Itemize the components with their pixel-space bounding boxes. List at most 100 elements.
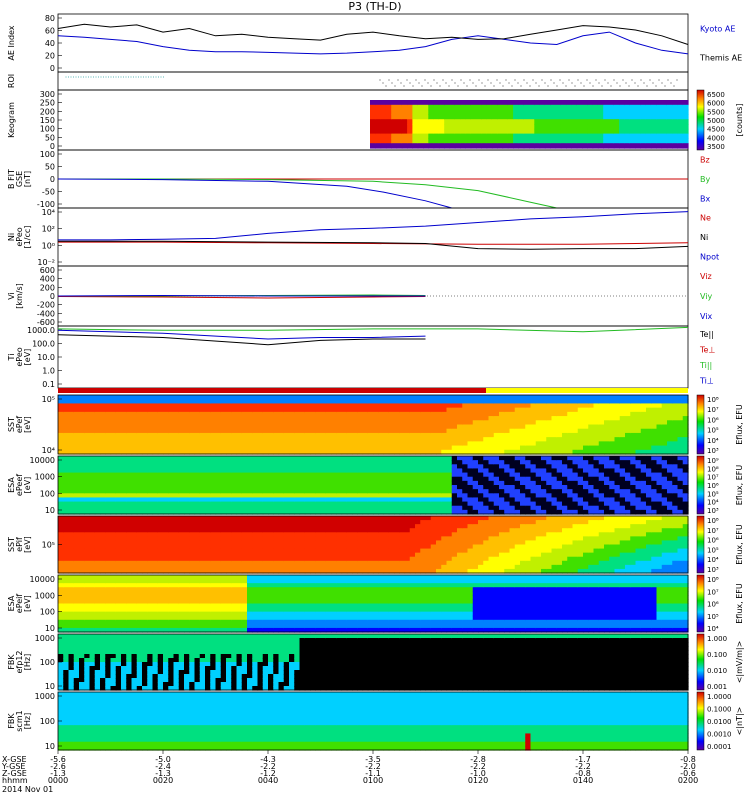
sst-i-cell: [116, 565, 122, 570]
roi-dot: [467, 86, 468, 87]
sst-e-cell: [541, 425, 547, 430]
sst-e-cell: [436, 437, 442, 442]
sst-e-cell: [573, 403, 579, 408]
esa-e-cell: [226, 464, 232, 469]
esa-e-cell: [242, 485, 248, 490]
sst-i-cell: [231, 545, 237, 550]
sst-i-cell: [116, 536, 122, 541]
sst-i-cell: [258, 557, 264, 562]
sst-e-cell: [84, 399, 90, 404]
sst-i-cell: [258, 524, 264, 529]
esa-e-cell: [384, 460, 390, 465]
esa-e-cell: [573, 464, 579, 469]
sst-i-cell: [247, 532, 253, 537]
esa-e-cell: [641, 485, 647, 490]
sst-e-cell: [231, 433, 237, 438]
esa-e-cell: [420, 485, 426, 490]
keogram-cell: [397, 105, 403, 110]
sst-i-cell: [63, 561, 69, 566]
esa-e-cell: [100, 502, 106, 507]
sst-e-cell: [63, 441, 69, 446]
sst-e-cell: [562, 408, 568, 413]
esa-e-cell: [657, 460, 663, 465]
roi-dot: [545, 83, 546, 84]
esa-e-cell: [363, 473, 369, 478]
sst-e-cell: [536, 416, 542, 421]
sst-e-cell: [636, 403, 642, 408]
sst-e-cell: [483, 441, 489, 446]
sst-e-cell: [153, 446, 159, 451]
esa-e-cell: [289, 506, 295, 511]
sst-i-cell: [121, 536, 127, 541]
sst-e-cell: [63, 416, 69, 421]
keogram-cell: [434, 129, 440, 134]
keogram-cell: [465, 143, 471, 148]
esa-e-cell: [431, 464, 437, 469]
esa-e-cell: [594, 506, 600, 511]
sst-e-cell: [609, 412, 615, 417]
sst-i-cell: [153, 520, 159, 525]
sst-e-cell: [331, 408, 337, 413]
figure-title: P3 (TH-D): [348, 0, 401, 13]
keogram-cell: [582, 105, 588, 110]
sst-i-cell: [69, 553, 75, 558]
sst-e-cell: [258, 446, 264, 451]
esa-e-cell: [615, 493, 621, 498]
esa-e-cell: [515, 485, 521, 490]
sst-e-cell: [263, 395, 269, 400]
sst-e-cell: [667, 429, 673, 434]
sst-i-cell: [174, 545, 180, 550]
sst-e-cell: [216, 403, 222, 408]
esa-e-cell: [452, 502, 458, 507]
esa-e-cell: [431, 489, 437, 494]
sst-e-cell: [384, 399, 390, 404]
keogram-cell: [656, 134, 662, 139]
roi-dot: [650, 80, 651, 81]
sst-e-cell: [594, 433, 600, 438]
esa-e-cell: [226, 485, 232, 490]
sst-e-cell: [205, 437, 211, 442]
esa-e-cell: [436, 468, 442, 473]
keogram-cell: [402, 105, 408, 110]
esa-e-cell: [147, 460, 153, 465]
sst-e-cell: [373, 399, 379, 404]
sst-e-cell: [609, 433, 615, 438]
sst-e-cell: [441, 403, 447, 408]
sst-e-cell: [415, 429, 421, 434]
esa-e-cell: [368, 473, 374, 478]
esa-e-cell: [336, 485, 342, 490]
esa-e-cell: [636, 481, 642, 486]
sst-e-cell: [200, 420, 206, 425]
roi-dot: [103, 77, 104, 78]
esa-e-cell: [541, 497, 547, 502]
sst-e-cell: [336, 399, 342, 404]
sst-i-cell: [305, 557, 311, 562]
esa-e-cell: [494, 493, 500, 498]
roi-dot: [590, 83, 591, 84]
sst-e-cell: [378, 441, 384, 446]
sst-e-cell: [273, 403, 279, 408]
roi-dot: [662, 83, 663, 84]
sst-i-cell: [294, 553, 300, 558]
sst-e-cell: [195, 420, 201, 425]
sst-e-cell: [494, 408, 500, 413]
ae-ytick-4: 0: [50, 64, 55, 73]
esa-e-cell: [163, 460, 169, 465]
keogram-cell: [624, 100, 630, 105]
esa-e-cell: [620, 502, 626, 507]
esa-e-cell: [462, 481, 468, 486]
sst-i-cell: [132, 528, 138, 533]
esa-e-cell: [378, 468, 384, 473]
esa-e-cell: [594, 497, 600, 502]
sst-e-cell: [604, 408, 610, 413]
esa-e-cell: [347, 473, 353, 478]
sst-e-cell: [441, 441, 447, 446]
esa-e-cell: [520, 489, 526, 494]
sst-e-cell: [205, 446, 211, 451]
esa-e-cell: [620, 464, 626, 469]
sst-e-cell: [279, 412, 285, 417]
sst-e-cell: [363, 420, 369, 425]
sst-e-cell: [483, 399, 489, 404]
sst-i-cell: [315, 557, 321, 562]
sst-i-cell: [205, 557, 211, 562]
